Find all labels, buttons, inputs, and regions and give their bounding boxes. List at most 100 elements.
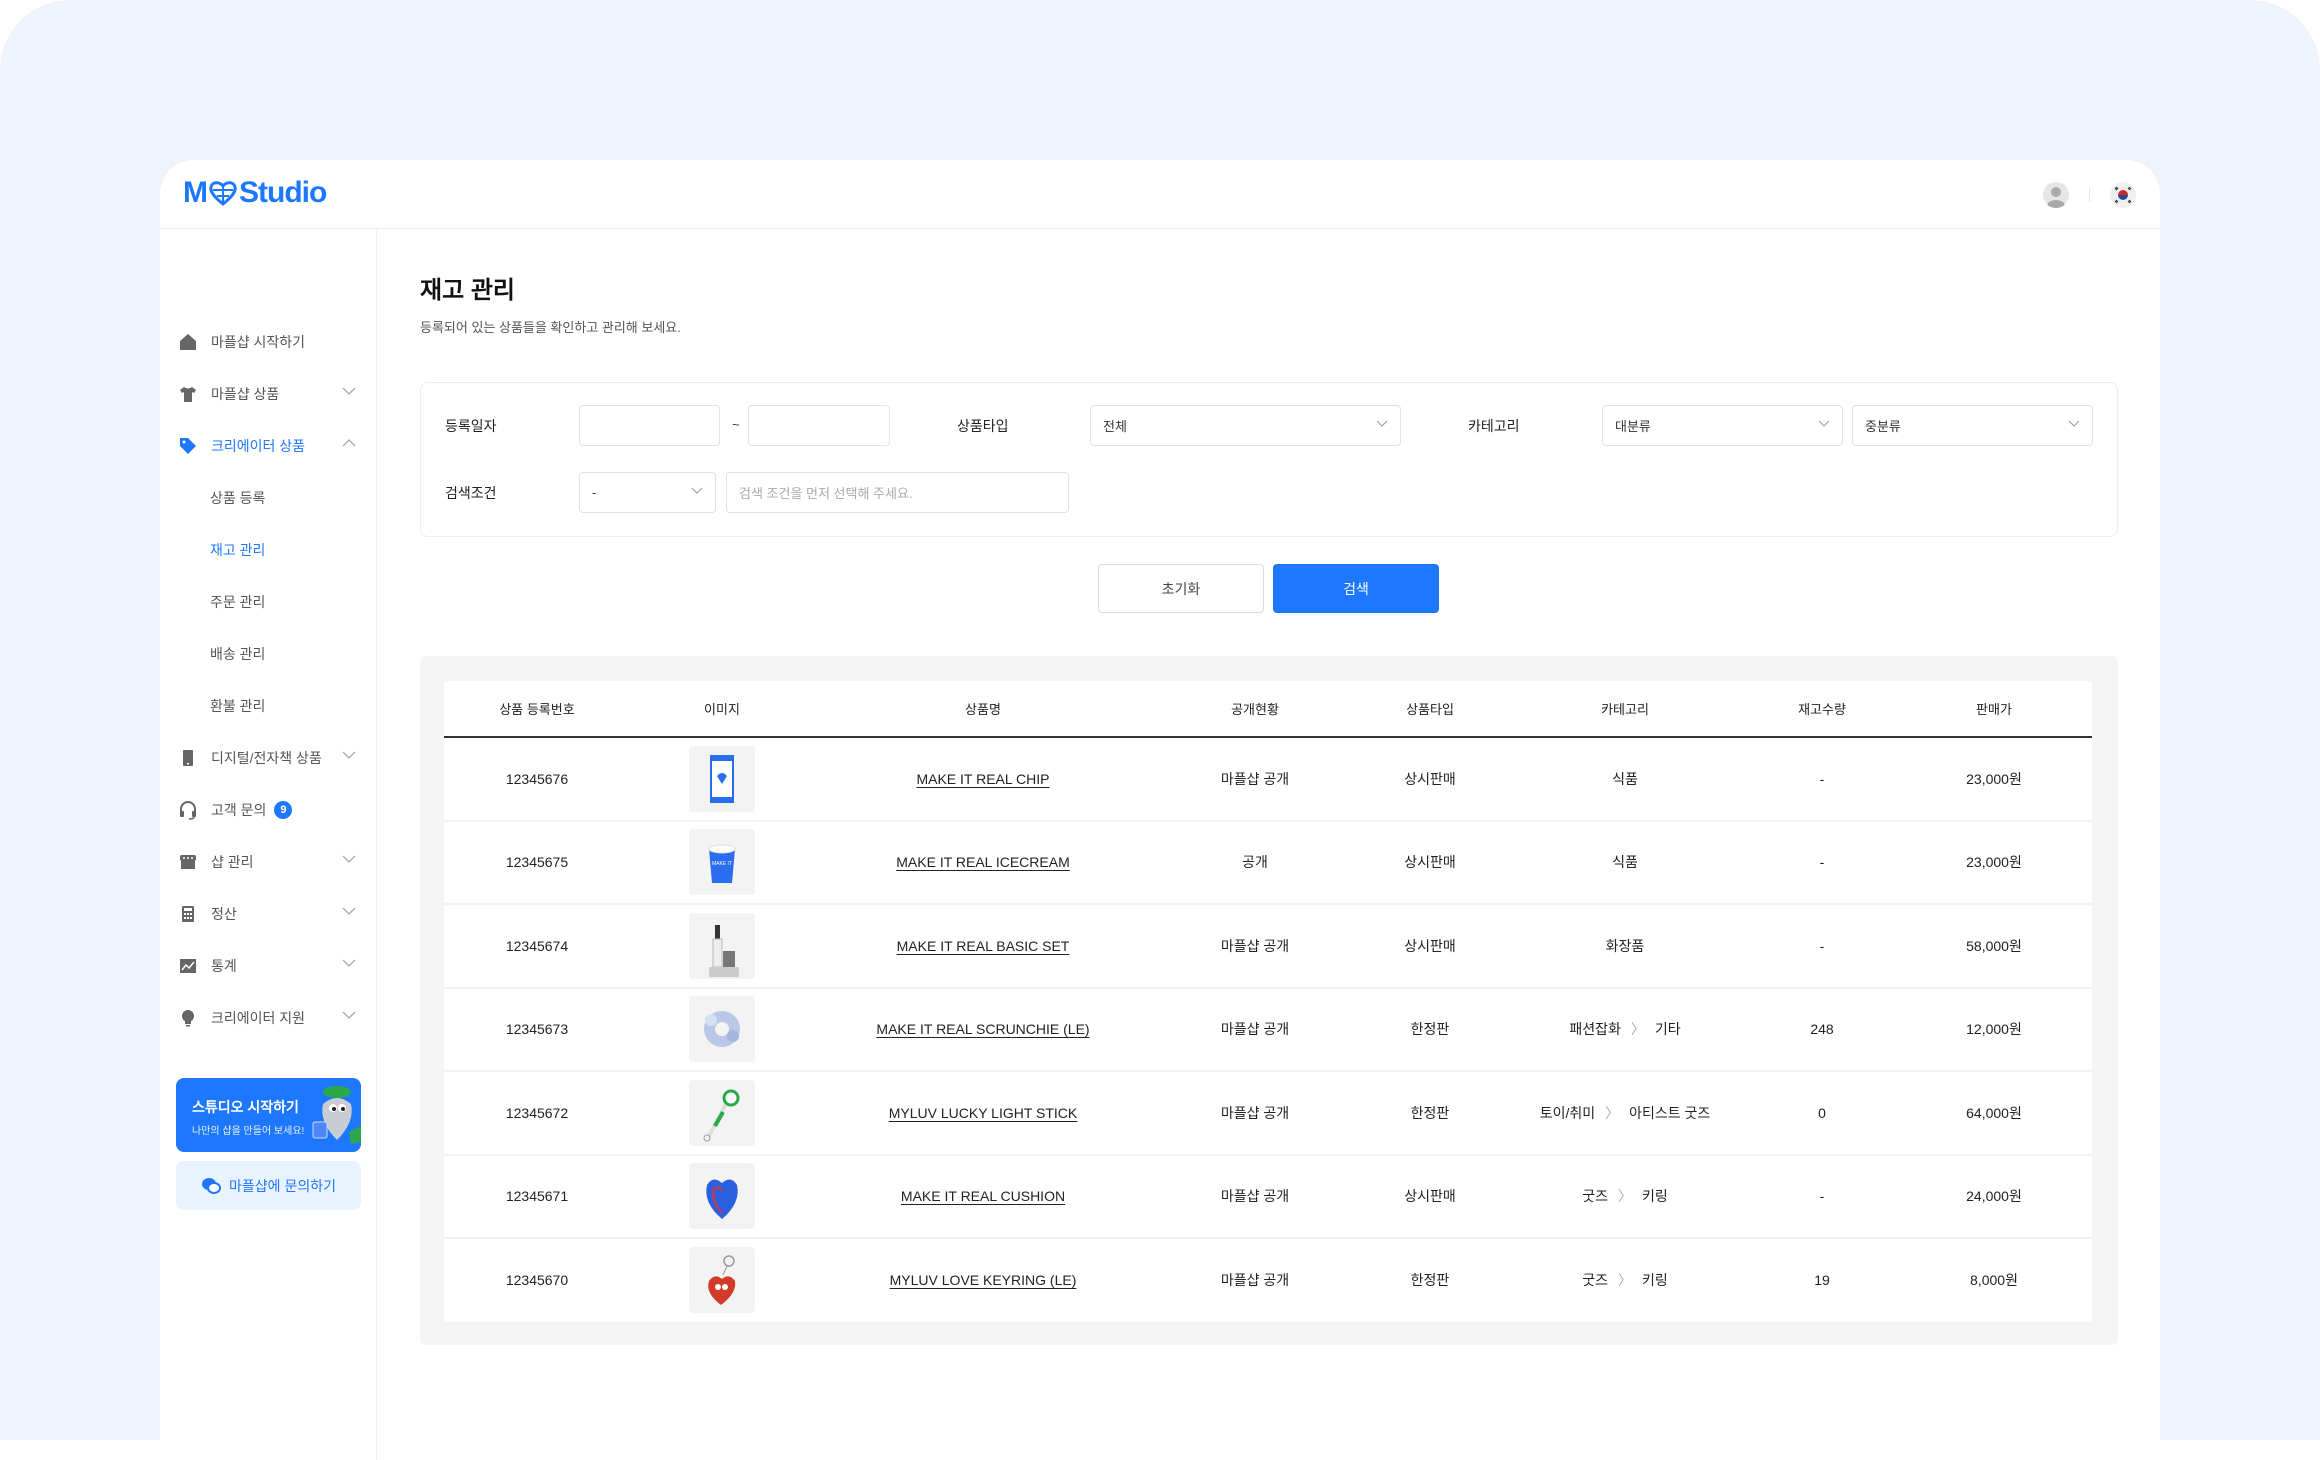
product-id: 12345671 bbox=[444, 1154, 630, 1239]
sidebar-item-label: 상품 등록 bbox=[210, 490, 266, 506]
sale-price: 12,000원 bbox=[1896, 987, 2092, 1072]
product-type: 한정판 bbox=[1358, 987, 1502, 1072]
category-mid-select[interactable]: 중분류 bbox=[1852, 405, 2093, 446]
condition-label: 검색조건 bbox=[445, 485, 497, 501]
table-row[interactable]: 12345670 MYLUV LOVE KEYRING (LE) 마플샵 공개 한정판… bbox=[444, 1238, 2092, 1322]
chevron-down-icon[interactable] bbox=[342, 907, 356, 916]
product-thumbnail[interactable] bbox=[689, 912, 755, 979]
column-header: 상품명 bbox=[814, 681, 1152, 738]
product-thumbnail[interactable] bbox=[689, 996, 755, 1063]
headset-icon bbox=[178, 800, 198, 820]
product-name-link[interactable]: MAKE IT REAL ICECREAM bbox=[896, 854, 1070, 871]
product-thumbnail[interactable] bbox=[689, 1163, 755, 1230]
sidebar-item[interactable]: 정산 bbox=[178, 894, 368, 934]
category-cell: 굿즈 〉 키링 bbox=[1502, 1238, 1748, 1322]
chevron-down-icon[interactable] bbox=[342, 1011, 356, 1020]
chart-icon bbox=[178, 956, 198, 976]
product-name-link[interactable]: MAKE IT REAL BASIC SET bbox=[896, 937, 1070, 954]
sidebar-item[interactable]: 마플샵 상품 bbox=[178, 374, 368, 414]
page-title: 재고 관리 bbox=[420, 277, 515, 304]
chevron-up-icon[interactable] bbox=[342, 439, 356, 448]
chevron-down-icon[interactable] bbox=[342, 959, 356, 968]
image-cell bbox=[630, 737, 814, 822]
heart-globe-icon bbox=[209, 181, 237, 206]
chevron-down-icon[interactable] bbox=[342, 387, 356, 396]
sidebar-item[interactable]: 상품 등록 bbox=[210, 478, 400, 518]
product-thumbnail[interactable] bbox=[689, 1079, 755, 1146]
product-name-cell: MYLUV LUCKY LIGHT STICK bbox=[814, 1071, 1152, 1156]
product-id: 12345676 bbox=[444, 737, 630, 822]
stock-quantity: 19 bbox=[1814, 1272, 1830, 1289]
product-name-cell: MAKE IT REAL BASIC SET bbox=[814, 904, 1152, 989]
product-name-link[interactable]: MAKE IT REAL CHIP bbox=[916, 770, 1050, 787]
table-panel: 상품 등록번호 이미지 상품명 공개현황 상품타입 카테고리 재고수량 판매가 1234567… bbox=[420, 656, 2118, 1345]
table-row[interactable]: 12345675 MAKE IT MAKE IT REAL ICECREAM 공개 상시… bbox=[444, 820, 2092, 905]
condition-search-input[interactable]: 검색 조건을 먼저 선택해 주세요. bbox=[726, 472, 1069, 513]
product-name-link[interactable]: MYLUV LUCKY LIGHT STICK bbox=[888, 1104, 1078, 1121]
product-name-link[interactable]: MAKE IT REAL SCRUNCHIE (LE) bbox=[876, 1021, 1090, 1038]
sidebar-item[interactable]: 마플샵 시작하기 bbox=[178, 322, 368, 362]
sidebar-item[interactable]: 환불 관리 bbox=[210, 686, 400, 726]
sidebar-item[interactable]: 배송 관리 bbox=[210, 634, 400, 674]
column-header: 이미지 bbox=[630, 681, 814, 738]
sidebar-item[interactable]: 통계 bbox=[178, 946, 368, 986]
search-button[interactable]: 검색 bbox=[1273, 564, 1439, 613]
product-thumbnail[interactable]: MAKE IT bbox=[689, 829, 755, 896]
chat-bubbles-icon bbox=[202, 1177, 222, 1194]
sale-price: 8,000원 bbox=[1970, 1272, 2018, 1289]
table-row[interactable]: 12345671 MAKE IT REAL CUSHION 마플샵 공개 상시판매 굿즈… bbox=[444, 1154, 2092, 1239]
sidebar-item-label: 배송 관리 bbox=[210, 646, 266, 662]
logo-text-studio: Studio bbox=[239, 176, 327, 209]
sidebar-item[interactable]: 주문 관리 bbox=[210, 582, 400, 622]
logo[interactable]: M Studio bbox=[183, 176, 327, 210]
table-header-row: 상품 등록번호 이미지 상품명 공개현황 상품타입 카테고리 재고수량 판매가 bbox=[444, 681, 2092, 738]
table-row[interactable]: 12345672 MYLUV LUCKY LIGHT STICK 마플샵 공개 한정판… bbox=[444, 1071, 2092, 1156]
sidebar-item[interactable]: 샵 관리 bbox=[178, 842, 368, 882]
type-select[interactable]: 전체 bbox=[1090, 405, 1401, 446]
studio-start-banner[interactable]: 스튜디오 시작하기 나만의 샵을 만들어 보세요! bbox=[176, 1078, 361, 1152]
category-cell: 화장품 bbox=[1502, 904, 1748, 989]
sidebar-item[interactable]: 크리에이터 지원 bbox=[178, 998, 368, 1038]
table-row[interactable]: 12345676 MAKE IT REAL CHIP 마플샵 공개 상시판매 식품 -23… bbox=[444, 737, 2092, 822]
korea-flag-icon[interactable] bbox=[2110, 182, 2136, 208]
inquiry-button[interactable]: 마플샵에 문의하기 bbox=[176, 1161, 361, 1210]
category-main-select[interactable]: 대분류 bbox=[1602, 405, 1843, 446]
top-header: M Studio bbox=[160, 160, 2160, 229]
page-subtitle: 등록되어 있는 상품들을 확인하고 관리해 보세요. bbox=[420, 320, 681, 335]
product-name-link[interactable]: MYLUV LOVE KEYRING (LE) bbox=[889, 1272, 1077, 1289]
inquiry-label: 마플샵에 문의하기 bbox=[229, 1177, 336, 1194]
product-name-cell: MAKE IT REAL CHIP bbox=[814, 737, 1152, 822]
date-to-input[interactable] bbox=[748, 405, 890, 446]
date-from-input[interactable] bbox=[579, 405, 720, 446]
reset-button[interactable]: 초기화 bbox=[1098, 564, 1264, 613]
product-name-cell: MYLUV LOVE KEYRING (LE) bbox=[814, 1238, 1152, 1322]
column-header: 카테고리 bbox=[1502, 681, 1748, 738]
product-thumbnail[interactable] bbox=[689, 1247, 755, 1314]
sidebar-item[interactable]: 디지털/전자책 상품 bbox=[178, 738, 368, 778]
date-label: 등록일자 bbox=[445, 418, 497, 434]
category-sub: 아티스트 굿즈 bbox=[1629, 1104, 1711, 1121]
category-cell: 토이/취미 〉 아티스트 굿즈 bbox=[1502, 1071, 1748, 1156]
product-type: 상시판매 bbox=[1358, 1154, 1502, 1239]
product-id: 12345672 bbox=[444, 1071, 630, 1156]
sidebar-item[interactable]: 고객 문의 9 bbox=[178, 790, 368, 830]
sidebar-item-label: 마플샵 시작하기 bbox=[211, 334, 306, 350]
product-type: 한정판 bbox=[1358, 1071, 1502, 1156]
condition-select[interactable]: - bbox=[579, 472, 716, 513]
user-avatar-icon[interactable] bbox=[2043, 182, 2069, 208]
type-label: 상품타입 bbox=[957, 418, 1009, 434]
table-row[interactable]: 12345674 MAKE IT REAL BASIC SET 마플샵 공개 상시판매… bbox=[444, 904, 2092, 989]
chevron-down-icon[interactable] bbox=[342, 751, 356, 760]
calculator-icon bbox=[178, 904, 198, 924]
chevron-down-icon bbox=[691, 487, 703, 494]
product-name-link[interactable]: MAKE IT REAL CUSHION bbox=[900, 1188, 1066, 1205]
stock-quantity: - bbox=[1748, 1154, 1896, 1239]
product-name-cell: MAKE IT REAL CUSHION bbox=[814, 1154, 1152, 1239]
sidebar-item[interactable]: 재고 관리 bbox=[210, 530, 400, 570]
product-thumbnail[interactable] bbox=[689, 745, 755, 812]
sidebar-item-label: 통계 bbox=[211, 958, 237, 974]
sidebar-item[interactable]: 크리에이터 상품 bbox=[178, 426, 368, 466]
sale-price: 24,000원 bbox=[1896, 1154, 2092, 1239]
chevron-down-icon[interactable] bbox=[342, 855, 356, 864]
table-row[interactable]: 12345673 MAKE IT REAL SCRUNCHIE (LE) 마플샵 공… bbox=[444, 987, 2092, 1072]
